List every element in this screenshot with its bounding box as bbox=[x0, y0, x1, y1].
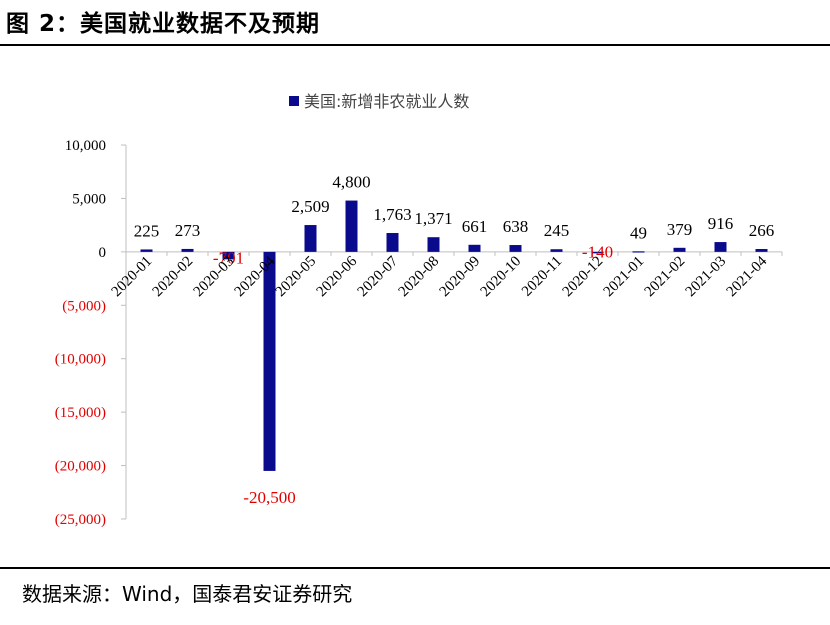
x-tick-label: 2020-08 bbox=[396, 253, 443, 300]
bar-2021-01 bbox=[632, 251, 645, 253]
x-tick-label: 2020-10 bbox=[478, 253, 525, 300]
source-divider bbox=[0, 567, 830, 569]
bar-2020-06 bbox=[345, 200, 358, 252]
bar-2020-09 bbox=[468, 244, 481, 252]
data-label: 4,800 bbox=[332, 173, 370, 192]
y-tick-label: (25,000) bbox=[55, 512, 106, 528]
bar-2020-05 bbox=[304, 225, 317, 252]
bar-chart: 美国:新增非农就业人数 10,000 5,000 0 (5,000) (10,000) (… bbox=[55, 92, 783, 528]
x-tick-label: 2020-05 bbox=[273, 253, 320, 300]
legend-swatch bbox=[289, 96, 299, 106]
bar-2020-04 bbox=[263, 251, 276, 471]
bar-2021-02 bbox=[673, 247, 686, 252]
bar-2020-07 bbox=[386, 233, 399, 252]
data-label: 245 bbox=[544, 221, 570, 240]
data-label: 1,763 bbox=[373, 205, 411, 224]
bar-2020-08 bbox=[427, 237, 440, 252]
data-label: 273 bbox=[175, 221, 201, 240]
data-label: 225 bbox=[134, 221, 160, 240]
title-divider bbox=[0, 44, 830, 46]
data-label: -140 bbox=[582, 242, 613, 261]
axes: 10,000 5,000 0 (5,000) (10,000) (15,000) (20,0… bbox=[55, 138, 783, 528]
bar-2020-11 bbox=[550, 249, 563, 252]
x-tick-label: 2020-09 bbox=[437, 253, 484, 300]
bar-2021-04 bbox=[755, 249, 768, 252]
data-label: 2,509 bbox=[291, 197, 329, 216]
y-tick-label: (20,000) bbox=[55, 459, 106, 475]
y-tick-label: (10,000) bbox=[55, 352, 106, 368]
y-tick-label: (5,000) bbox=[62, 298, 106, 314]
data-label: 49 bbox=[630, 223, 647, 242]
x-tick-label: 2021-02 bbox=[642, 253, 689, 300]
y-tick-label: (15,000) bbox=[55, 405, 106, 421]
data-label: 379 bbox=[667, 220, 693, 239]
x-tick-label: 2020-11 bbox=[519, 253, 565, 299]
legend: 美国:新增非农就业人数 bbox=[289, 92, 469, 111]
x-tick-label: 2021-04 bbox=[724, 253, 771, 300]
data-label: 638 bbox=[503, 217, 529, 236]
data-label: 1,371 bbox=[414, 209, 452, 228]
figure-title: 图 2：美国就业数据不及预期 bbox=[6, 11, 321, 37]
bar-2020-02 bbox=[181, 248, 194, 252]
x-tick-label: 2020-06 bbox=[314, 253, 361, 300]
data-label: 266 bbox=[749, 221, 775, 240]
y-tick-label: 0 bbox=[99, 245, 107, 261]
bar-2021-03 bbox=[714, 242, 727, 252]
x-tick-label: 2020-07 bbox=[355, 253, 402, 300]
bar-2020-12 bbox=[591, 251, 604, 254]
bar-2020-03 bbox=[222, 251, 235, 260]
bar-2020-10 bbox=[509, 245, 522, 252]
x-tick-label: 2020-01 bbox=[109, 253, 156, 300]
bars bbox=[140, 200, 768, 471]
x-tick-labels: 2020-012020-022020-032020-042020-052020-… bbox=[109, 253, 771, 300]
bar-2020-01 bbox=[140, 249, 153, 252]
source-note: 数据来源：Wind，国泰君安证券研究 bbox=[22, 582, 353, 606]
data-label: -701 bbox=[213, 248, 244, 267]
data-label: 916 bbox=[708, 214, 734, 233]
x-tick-label: 2021-03 bbox=[683, 253, 730, 300]
data-label: 661 bbox=[462, 217, 488, 236]
data-label: -20,500 bbox=[243, 488, 295, 507]
x-tick-label: 2020-02 bbox=[150, 253, 197, 300]
y-tick-label: 10,000 bbox=[65, 138, 106, 154]
legend-label: 美国:新增非农就业人数 bbox=[304, 92, 469, 111]
y-tick-label: 5,000 bbox=[72, 191, 106, 207]
